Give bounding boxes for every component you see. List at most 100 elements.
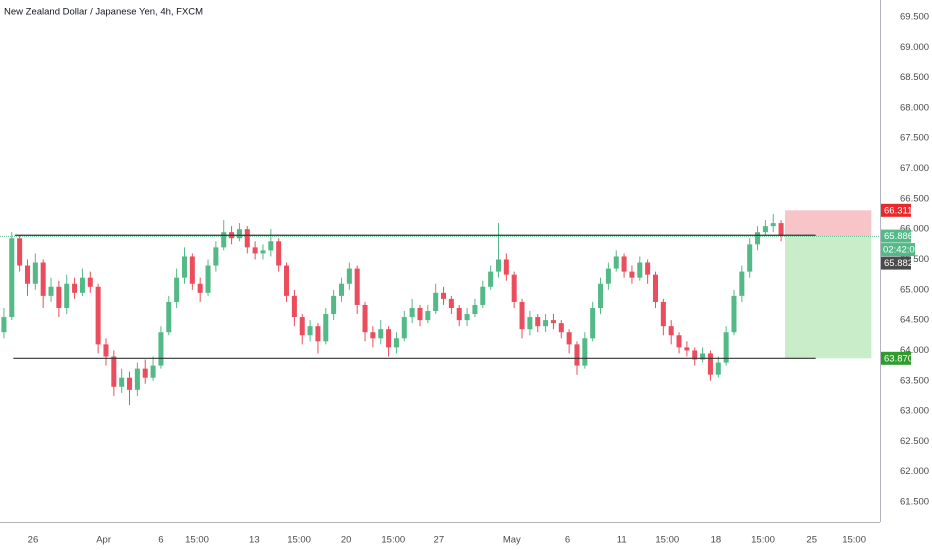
- x-tick-label: 15:00: [655, 535, 679, 546]
- candle-body: [189, 256, 195, 284]
- y-tick-label: 65.000: [900, 284, 929, 295]
- candle-body: [174, 277, 180, 302]
- x-tick-label: 15:00: [751, 535, 775, 546]
- x-tick-label: May: [503, 535, 521, 546]
- candle-body: [1, 317, 7, 333]
- candle-body: [770, 223, 776, 227]
- candle-body: [268, 241, 274, 251]
- candle-body: [527, 317, 533, 330]
- candle-body: [205, 265, 211, 293]
- x-tick-label: Apr: [96, 535, 111, 546]
- candle-body: [495, 259, 501, 272]
- y-tick-label: 69.500: [900, 11, 929, 22]
- x-tick-label: 15:00: [381, 535, 405, 546]
- x-tick-label: 26: [28, 535, 39, 546]
- candle-body: [480, 286, 486, 305]
- stop-price-label: 66.311: [884, 205, 912, 216]
- y-tick-label: 69.000: [900, 42, 929, 53]
- last-price-label: 65.882: [884, 258, 913, 269]
- candle-body: [119, 377, 125, 387]
- candle-body: [503, 259, 509, 275]
- y-tick-label: 66.500: [900, 193, 929, 204]
- x-tick-label: 13: [249, 535, 260, 546]
- candle-body: [747, 244, 753, 272]
- candle-body: [150, 365, 156, 378]
- candle-body: [24, 265, 30, 284]
- candle-body: [103, 344, 109, 357]
- x-tick-label: 15:00: [842, 535, 866, 546]
- candle-body: [433, 292, 439, 312]
- target-zone: [785, 236, 872, 359]
- candle-body: [590, 307, 596, 339]
- candle-body: [331, 295, 337, 315]
- candle-body: [17, 238, 23, 266]
- candle-body: [417, 307, 423, 321]
- y-tick-label: 68.500: [900, 72, 929, 83]
- candle-body: [276, 241, 282, 266]
- candle-body: [425, 311, 431, 321]
- candle-body: [393, 338, 399, 348]
- candle-body: [40, 262, 46, 296]
- candle-body: [95, 286, 101, 345]
- candle-body: [448, 298, 454, 308]
- candle-body: [64, 283, 70, 308]
- x-tick-label: 11: [617, 535, 627, 546]
- candle-body: [284, 265, 290, 296]
- x-tick-label: 6: [158, 535, 163, 546]
- candle-body: [441, 292, 447, 299]
- candle-body: [629, 271, 635, 278]
- target-price-label: 63.870: [884, 353, 913, 364]
- candle-body: [755, 232, 761, 245]
- candle-body: [221, 232, 227, 248]
- stop-price-label-bg: [881, 203, 911, 217]
- candle-body: [668, 326, 674, 336]
- candle-body: [707, 353, 713, 375]
- candle-body: [386, 329, 392, 348]
- candle-body: [543, 320, 549, 327]
- y-tick-label: 66.000: [900, 224, 929, 235]
- chart-title: New Zealand Dollar / Japanese Yen, 4h, F…: [4, 7, 203, 18]
- candle-body: [315, 326, 321, 342]
- last-price-label-bg: [881, 256, 911, 270]
- candle-body: [488, 271, 494, 287]
- stop-zone: [785, 210, 872, 237]
- y-tick-label: 68.000: [900, 102, 929, 113]
- candle-body: [346, 268, 352, 284]
- candle-body: [660, 301, 666, 327]
- candle-body: [409, 307, 415, 318]
- candle-body: [79, 277, 85, 293]
- candle-body: [32, 262, 38, 284]
- candle-body: [550, 320, 556, 324]
- x-tick-label: 15:00: [185, 535, 209, 546]
- x-tick-label: 20: [341, 535, 352, 546]
- target-price-label-bg: [881, 351, 911, 365]
- x-tick-label: 6: [565, 535, 570, 546]
- y-tick-label: 67.500: [900, 133, 929, 144]
- candle-body: [692, 350, 698, 360]
- candle-body: [244, 229, 250, 248]
- x-tick-label: 15:00: [287, 535, 311, 546]
- candle-body: [762, 226, 768, 233]
- candle-body: [401, 317, 407, 339]
- candle-body: [739, 271, 745, 296]
- candle-body: [582, 338, 588, 366]
- y-tick-label: 62.000: [900, 466, 929, 477]
- candle-body: [715, 362, 721, 375]
- candle-body: [181, 256, 187, 278]
- x-tick-label: 25: [806, 535, 817, 546]
- entry-price-label-bg: [881, 229, 911, 243]
- candle-body: [291, 295, 297, 318]
- entry-price-label: 65.886: [884, 231, 913, 242]
- candle-body: [652, 274, 658, 302]
- candle-body: [299, 317, 305, 336]
- candle-body: [535, 317, 541, 327]
- candle-body: [213, 247, 219, 266]
- candle-body: [48, 286, 54, 296]
- y-tick-label: 64.500: [900, 315, 929, 326]
- countdown: 02:42:07: [883, 245, 920, 256]
- candle-body: [598, 283, 604, 308]
- candle-body: [9, 238, 15, 318]
- candle-body: [731, 295, 737, 333]
- candle-body: [676, 335, 682, 348]
